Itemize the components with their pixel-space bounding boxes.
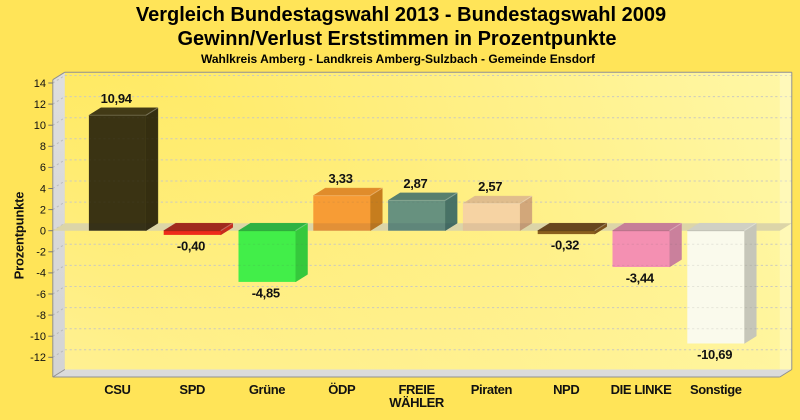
svg-text:8: 8 xyxy=(40,141,46,153)
svg-text:-2: -2 xyxy=(36,247,46,259)
svg-text:10,94: 10,94 xyxy=(101,91,133,106)
svg-text:14: 14 xyxy=(34,78,46,90)
svg-text:Grüne: Grüne xyxy=(249,382,285,397)
svg-text:Piraten: Piraten xyxy=(471,382,513,397)
svg-text:Gewinn/Verlust Erststimmen in: Gewinn/Verlust Erststimmen in Prozentpun… xyxy=(178,28,617,50)
svg-text:12: 12 xyxy=(34,99,46,111)
svg-text:-0,40: -0,40 xyxy=(177,238,205,253)
svg-text:-8: -8 xyxy=(36,310,46,322)
svg-text:CSU: CSU xyxy=(104,382,130,397)
svg-text:-12: -12 xyxy=(30,352,46,364)
svg-text:FREIE: FREIE xyxy=(398,382,435,397)
svg-text:10: 10 xyxy=(34,120,46,132)
svg-text:Sonstige: Sonstige xyxy=(690,382,742,397)
svg-text:-4,85: -4,85 xyxy=(252,285,280,300)
svg-text:0: 0 xyxy=(40,226,46,238)
svg-text:-10,69: -10,69 xyxy=(697,347,732,362)
svg-text:-6: -6 xyxy=(36,289,46,301)
svg-text:WÄHLER: WÄHLER xyxy=(389,395,445,410)
svg-text:2,57: 2,57 xyxy=(478,179,502,194)
svg-text:4: 4 xyxy=(40,183,46,195)
svg-text:-4: -4 xyxy=(36,268,46,280)
svg-text:-0,32: -0,32 xyxy=(551,238,579,253)
svg-text:ÖDP: ÖDP xyxy=(328,382,356,397)
svg-text:SPD: SPD xyxy=(179,382,205,397)
svg-text:NPD: NPD xyxy=(553,382,579,397)
svg-text:-10: -10 xyxy=(30,331,46,343)
svg-text:Prozentpunkte: Prozentpunkte xyxy=(12,192,27,280)
svg-text:-3,44: -3,44 xyxy=(626,270,655,285)
svg-text:2: 2 xyxy=(40,204,46,216)
svg-text:6: 6 xyxy=(40,162,46,174)
svg-text:2,87: 2,87 xyxy=(403,176,427,191)
svg-text:Vergleich Bundestagswahl 2013: Vergleich Bundestagswahl 2013 - Bundesta… xyxy=(136,4,666,26)
svg-text:3,33: 3,33 xyxy=(329,171,353,186)
svg-text:Wahlkreis Amberg - Landkreis A: Wahlkreis Amberg - Landkreis Amberg-Sulz… xyxy=(201,52,596,66)
svg-text:DIE LINKE: DIE LINKE xyxy=(611,382,672,397)
